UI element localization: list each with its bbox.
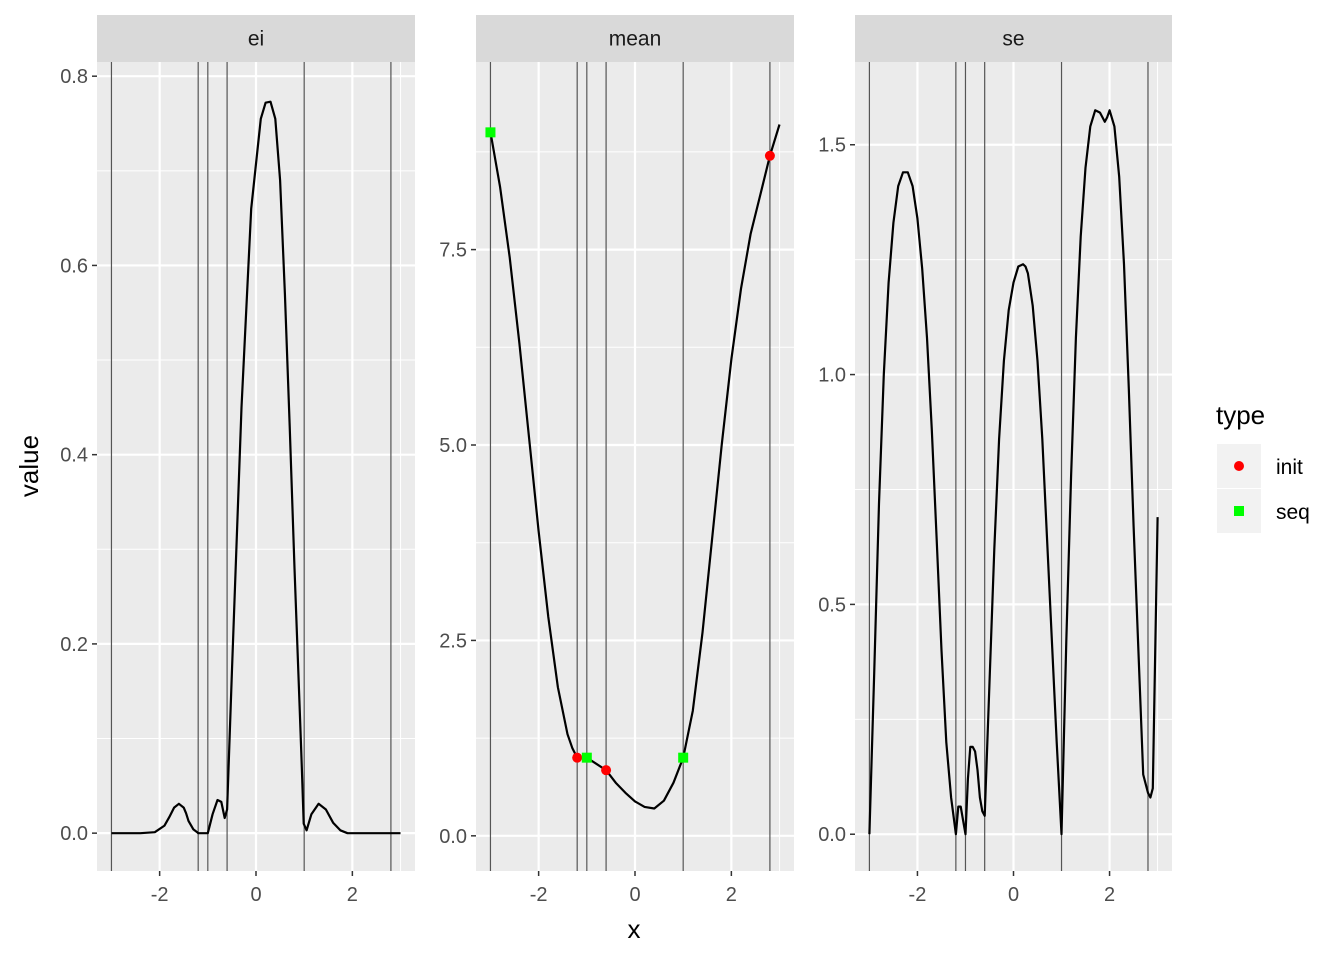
facet-strip-ei bbox=[97, 15, 415, 62]
data-point-init bbox=[764, 150, 775, 161]
facet-panel-ei: ei 0.0 0.2 0.4 0.6 0.8 -2 0 2 bbox=[60, 15, 415, 906]
legend-title: type bbox=[1216, 400, 1265, 430]
x-tick-label: 2 bbox=[347, 884, 358, 906]
data-point-init bbox=[572, 752, 583, 763]
panels-layer: ei 0.0 0.2 0.4 0.6 0.8 -2 0 2 mean 0.0 2.5 5.0 7.5 -2 0… bbox=[60, 15, 1172, 906]
facet-strip-label: mean bbox=[609, 28, 662, 51]
data-point-seq bbox=[581, 752, 592, 763]
x-tick-label: -2 bbox=[151, 884, 169, 906]
facet-panel-mean: mean 0.0 2.5 5.0 7.5 -2 0 2 bbox=[439, 15, 794, 906]
legend-key-init bbox=[1234, 461, 1244, 471]
data-point-seq bbox=[485, 127, 496, 138]
y-tick-label: 1.5 bbox=[818, 135, 846, 157]
data-point-seq bbox=[678, 752, 689, 763]
y-axis-title: value bbox=[14, 435, 44, 497]
series-line-ei bbox=[111, 100, 401, 835]
legend: type init seq bbox=[1216, 400, 1310, 533]
x-tick-label: 2 bbox=[1104, 884, 1115, 906]
y-tick-label: 1.0 bbox=[818, 365, 846, 387]
y-tick-label: 0.4 bbox=[60, 445, 88, 467]
legend-entry-seq: seq bbox=[1217, 489, 1310, 533]
y-tick-label: 0.0 bbox=[60, 823, 88, 845]
y-tick-label: 0.0 bbox=[818, 824, 846, 846]
series-line-se bbox=[868, 109, 1159, 836]
x-tick-label: -2 bbox=[530, 884, 548, 906]
y-tick-label: 2.5 bbox=[439, 630, 467, 652]
y-tick-label: 0.5 bbox=[818, 594, 846, 616]
y-tick-label: 7.5 bbox=[439, 240, 467, 262]
facet-panel-se: se 0.0 0.5 1.0 1.5 -2 0 2 bbox=[818, 15, 1172, 906]
legend-entry-init: init bbox=[1217, 444, 1303, 488]
y-tick-label: 0.2 bbox=[60, 634, 88, 656]
x-axis-title: x bbox=[628, 914, 641, 944]
x-tick-label: 0 bbox=[629, 884, 640, 906]
x-tick-label: 0 bbox=[1008, 884, 1019, 906]
facet-strip-label: se bbox=[1002, 28, 1024, 51]
series-line-mean bbox=[489, 124, 781, 810]
x-tick-label: 2 bbox=[726, 884, 737, 906]
data-point-init bbox=[601, 765, 612, 776]
y-tick-label: 0.8 bbox=[60, 66, 88, 88]
legend-label-seq: seq bbox=[1276, 501, 1310, 524]
facet-strip-se bbox=[855, 15, 1172, 62]
y-tick-label: 0.0 bbox=[439, 826, 467, 848]
x-tick-label: 0 bbox=[250, 884, 261, 906]
facet-strip-mean bbox=[476, 15, 794, 62]
facet-strip-label: ei bbox=[248, 28, 264, 51]
legend-label-init: init bbox=[1276, 456, 1303, 479]
legend-key-seq bbox=[1234, 506, 1244, 516]
y-tick-label: 0.6 bbox=[60, 255, 88, 277]
y-tick-label: 5.0 bbox=[439, 435, 467, 457]
x-tick-label: -2 bbox=[909, 884, 927, 906]
